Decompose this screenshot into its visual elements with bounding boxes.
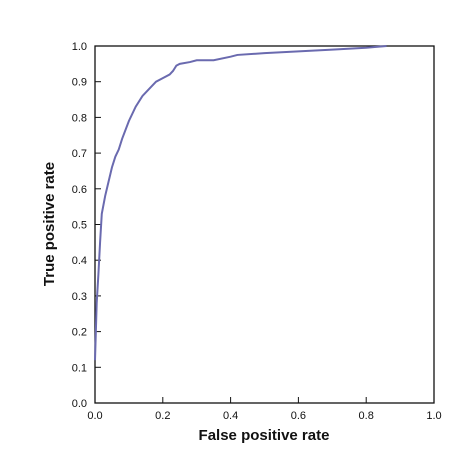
- roc-curve-line: [94, 45, 387, 361]
- y-tick-label: 0.6: [72, 184, 87, 196]
- y-tick-label: 0.0: [72, 398, 87, 410]
- y-axis-ticks: 0.0 0.1 0.2 0.3 0.4 0.5 0.6 0.7 0.8 0.9 1.0: [72, 41, 101, 410]
- x-tick-label: 0.8: [359, 410, 374, 422]
- y-tick-label: 0.1: [72, 362, 87, 374]
- x-tick-label: 0.2: [155, 410, 170, 422]
- y-tick-label: 0.4: [72, 255, 87, 267]
- y-tick-label: 0.7: [72, 148, 87, 160]
- x-axis-title: False positive rate: [199, 427, 330, 444]
- y-tick-label: 0.8: [72, 112, 87, 124]
- y-tick-label: 0.9: [72, 77, 87, 89]
- x-tick-label: 1.0: [426, 410, 441, 422]
- plot-frame: [94, 45, 435, 404]
- y-tick-label: 1.0: [72, 41, 87, 53]
- x-tick-label: 0.4: [223, 410, 238, 422]
- y-tick-label: 0.5: [72, 220, 87, 232]
- x-tick-label: 0.6: [291, 410, 306, 422]
- x-tick-label: 0.0: [87, 410, 102, 422]
- y-axis-title: True positive rate: [41, 162, 58, 286]
- y-tick-label: 0.3: [72, 291, 87, 303]
- x-axis-ticks: 0.0 0.2 0.4 0.6 0.8 1.0: [87, 397, 442, 422]
- y-tick-label: 0.2: [72, 327, 87, 339]
